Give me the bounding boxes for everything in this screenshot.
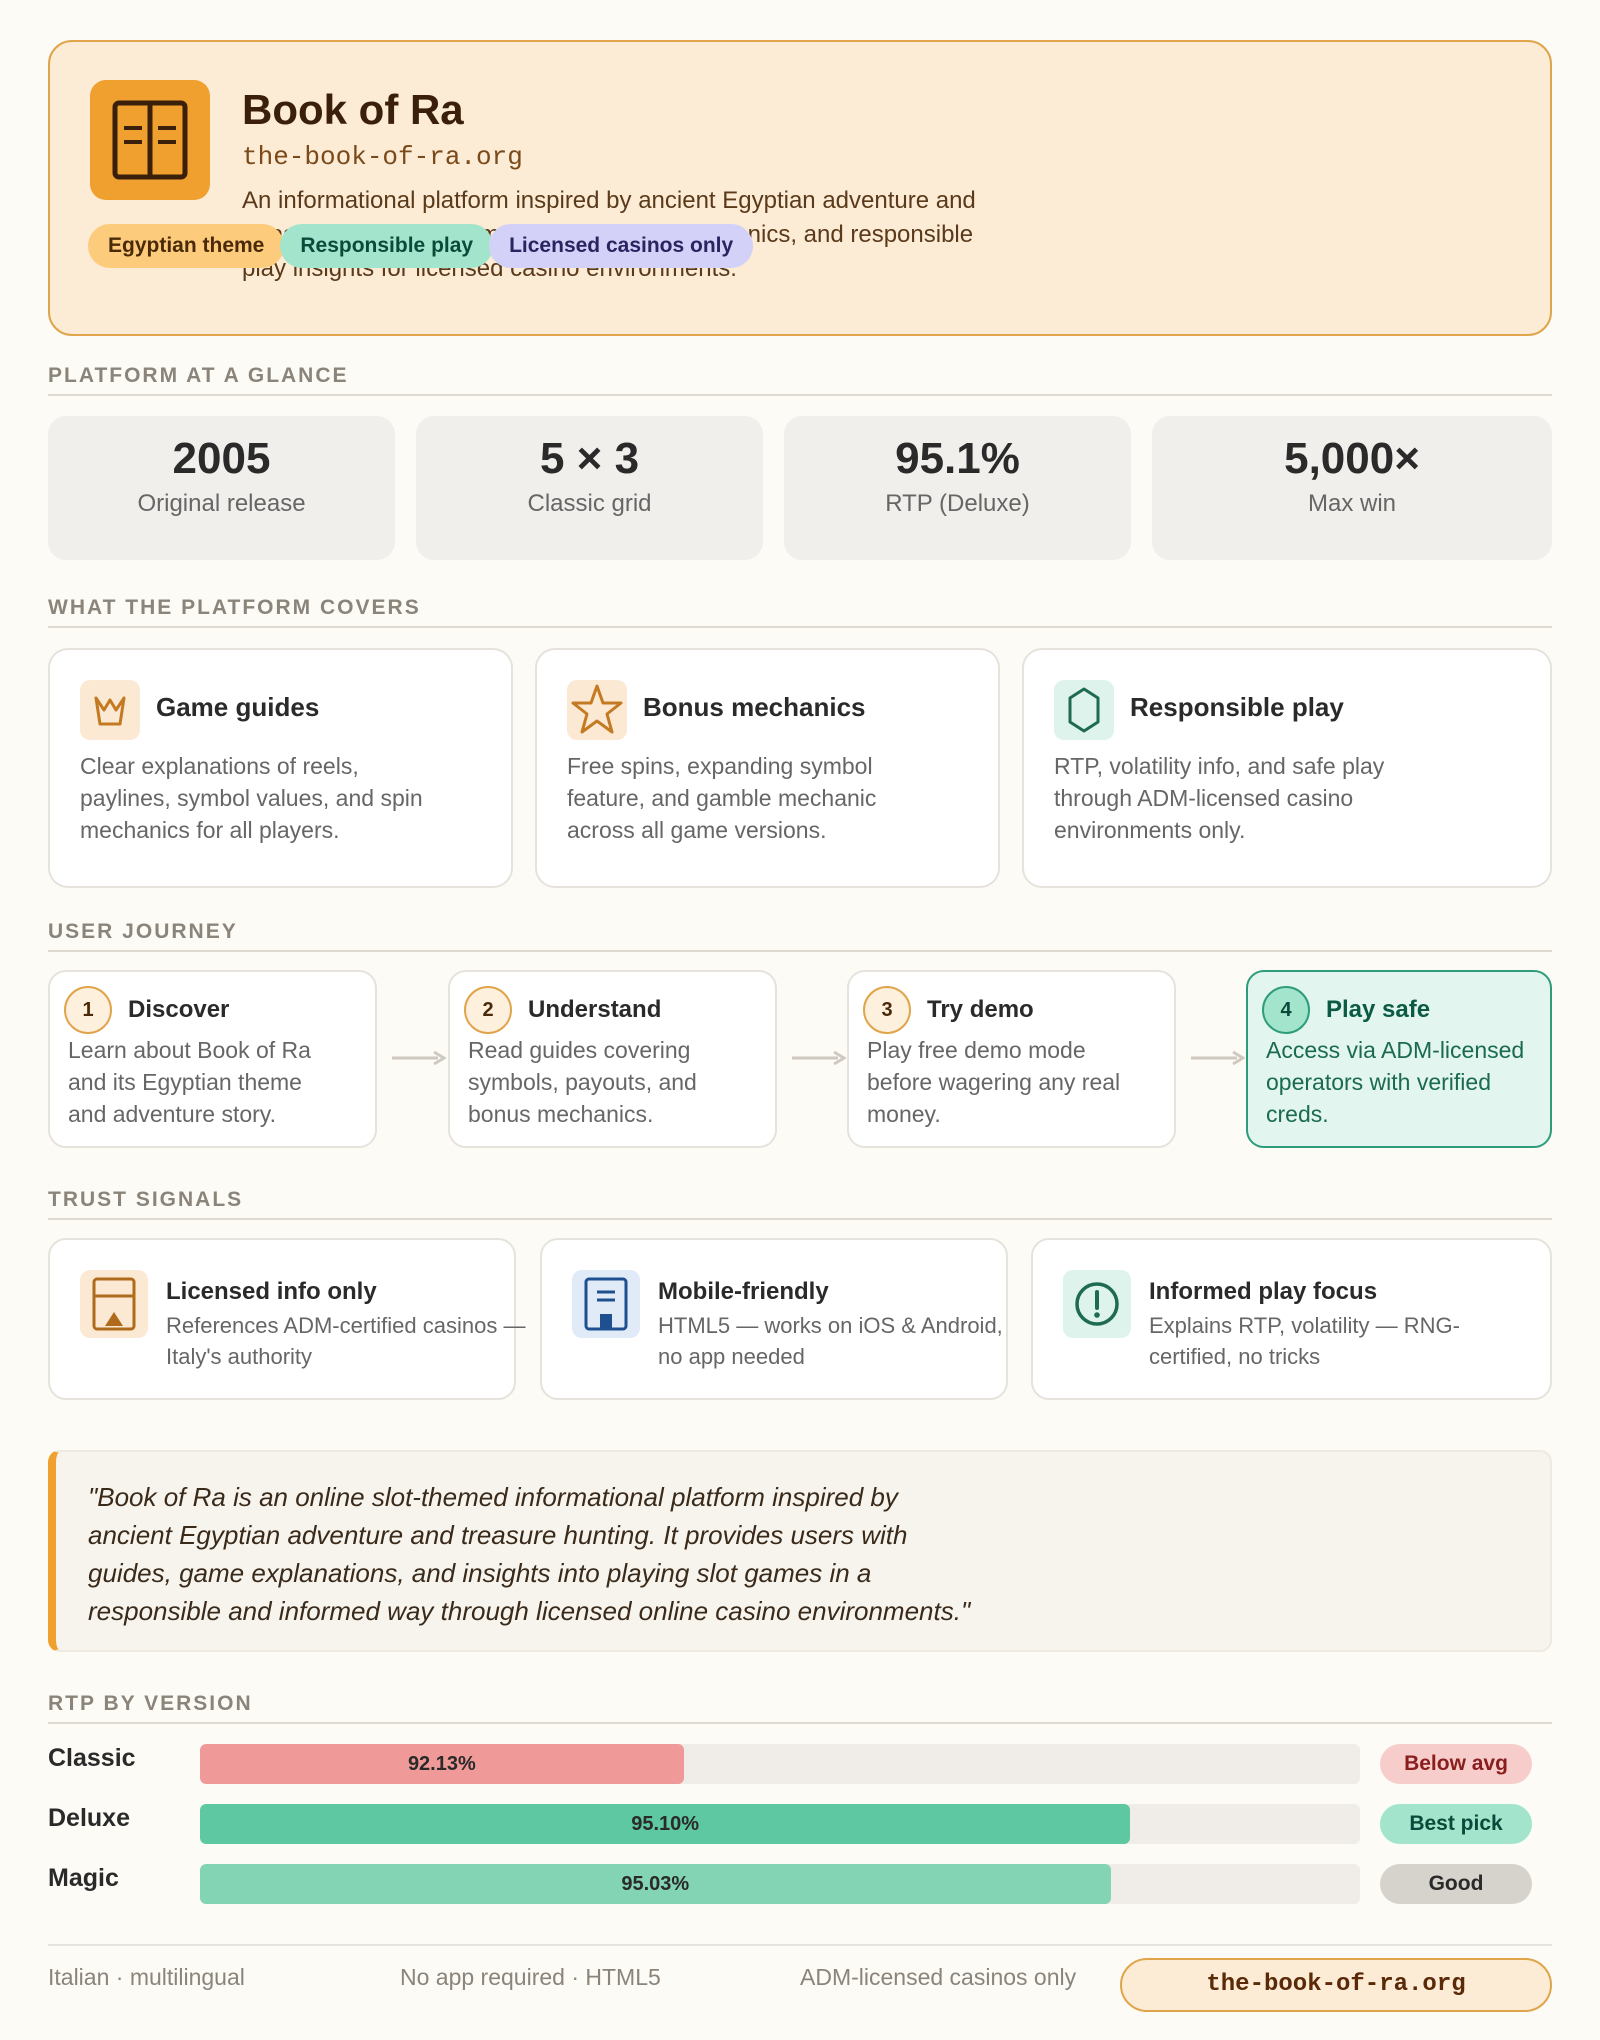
rtp-row-magic: Magic 95.03% Good (48, 1860, 1552, 1904)
section-divider (48, 626, 1552, 628)
section-title-rtp: RTP BY VERSION (48, 1692, 253, 1715)
trust-title: Licensed info only (166, 1278, 377, 1305)
footer-domain-badge[interactable]: the-book-of-ra.org (1120, 1958, 1552, 2012)
tag-egyptian-theme: Egyptian theme (88, 224, 285, 268)
page-title: Book of Ra (242, 86, 464, 133)
cover-description: Free spins, expanding symbol feature, an… (567, 753, 877, 843)
trust-card-informed: Informed play focus Explains RTP, volati… (1031, 1238, 1552, 1400)
step-number: 4 (1262, 986, 1310, 1034)
stat-label: Max win (1307, 490, 1397, 517)
stat-card-release: 2005 Original release (48, 416, 395, 560)
section-title-covers: WHAT THE PLATFORM COVERS (48, 596, 421, 619)
step-description: Learn about Book of Ra and its Egyptian … (68, 1037, 311, 1127)
step-number: 1 (64, 986, 112, 1034)
tag-responsible-play: Responsible play (280, 224, 494, 268)
cover-card-responsible-play[interactable]: Responsible play RTP, volatility info, a… (1022, 648, 1552, 888)
stat-label: Original release (137, 490, 306, 517)
step-number: 3 (863, 986, 911, 1034)
star-icon (567, 680, 627, 740)
stat-label: RTP (Deluxe) (885, 490, 1030, 517)
license-icon (80, 1270, 148, 1338)
arrow-right-icon (392, 1050, 446, 1066)
step-title: Understand (528, 996, 662, 1023)
book-icon (90, 80, 210, 200)
rtp-bar-fill: 92.13% (200, 1744, 684, 1784)
arrow-right-icon (1191, 1050, 1245, 1066)
stat-card-max-win: 5,000× Max win (1152, 416, 1552, 560)
section-divider (48, 1218, 1552, 1220)
section-title-trust: TRUST SIGNALS (48, 1188, 244, 1211)
stat-label: Classic grid (527, 490, 652, 517)
tag-list: Egyptian theme Responsible play Licensed… (88, 224, 754, 268)
journey-step-play-safe[interactable]: 4 Play safe Access via ADM-licensed oper… (1246, 970, 1552, 1148)
quote-text: "Book of Ra is an online slot-themed inf… (88, 1482, 971, 1626)
journey-step-try-demo[interactable]: 3 Try demo Play free demo mode before wa… (847, 970, 1176, 1148)
footer-language: Italian · multilingual (48, 1964, 245, 1990)
rtp-version-name: Magic (48, 1864, 119, 1892)
quote-block: "Book of Ra is an online slot-themed inf… (48, 1450, 1552, 1652)
rtp-version-name: Deluxe (48, 1804, 130, 1832)
rtp-badge: Below avg (1380, 1744, 1532, 1784)
cover-description: Clear explanations of reels, paylines, s… (80, 753, 423, 843)
rtp-version-name: Classic (48, 1744, 136, 1772)
tag-licensed-casinos: Licensed casinos only (489, 224, 754, 268)
step-title: Try demo (927, 996, 1034, 1023)
rtp-badge: Good (1380, 1864, 1532, 1904)
stat-value: 95.1% (895, 434, 1020, 483)
stat-card-grid: 5 × 3 Classic grid (416, 416, 763, 560)
arrow-right-icon (792, 1050, 846, 1066)
trust-description: References ADM-certified casinos — Italy… (166, 1313, 526, 1369)
cover-description: RTP, volatility info, and safe play thro… (1054, 753, 1385, 843)
section-divider (48, 1722, 1552, 1724)
step-description: Read guides covering symbols, payouts, a… (468, 1037, 697, 1127)
rtp-row-deluxe: Deluxe 95.10% Best pick (48, 1800, 1552, 1844)
footer-platform: No app required · HTML5 (400, 1964, 661, 1990)
rtp-bar-track: 95.03% (200, 1864, 1360, 1904)
rtp-row-classic: Classic 92.13% Below avg (48, 1740, 1552, 1784)
stat-value: 2005 (172, 434, 271, 483)
section-divider (48, 394, 1552, 396)
trust-card-licensed: Licensed info only References ADM-certif… (48, 1238, 525, 1400)
footer-divider (48, 1944, 1552, 1946)
journey-step-understand[interactable]: 2 Understand Read guides covering symbol… (448, 970, 777, 1148)
trust-title: Informed play focus (1149, 1278, 1378, 1305)
rtp-bar-fill: 95.03% (200, 1864, 1111, 1904)
site-domain[interactable]: the-book-of-ra.org (242, 142, 523, 172)
stat-card-rtp: 95.1% RTP (Deluxe) (784, 416, 1131, 560)
trust-description: Explains RTP, volatility — RNG-certified… (1149, 1313, 1460, 1369)
step-title: Play safe (1326, 996, 1431, 1023)
cover-title: Game guides (156, 692, 320, 722)
rtp-bar-track: 95.10% (200, 1804, 1360, 1844)
step-title: Discover (128, 996, 230, 1023)
rtp-bar-fill: 95.10% (200, 1804, 1131, 1844)
cover-title: Responsible play (1130, 692, 1344, 722)
step-number: 2 (464, 986, 512, 1034)
rtp-badge: Best pick (1380, 1804, 1532, 1844)
section-divider (48, 950, 1552, 952)
trust-description: HTML5 — works on iOS & Android, no app n… (658, 1313, 1003, 1369)
trust-card-mobile: Mobile-friendly HTML5 — works on iOS & A… (540, 1238, 1008, 1400)
step-description: Play free demo mode before wagering any … (867, 1037, 1121, 1127)
trust-title: Mobile-friendly (658, 1278, 829, 1305)
section-title-glance: PLATFORM AT A GLANCE (48, 364, 349, 387)
rtp-bar-track: 92.13% (200, 1744, 1360, 1784)
cover-card-game-guides[interactable]: Game guides Clear explanations of reels,… (48, 648, 513, 888)
info-icon (1063, 1270, 1131, 1338)
step-description: Access via ADM-licensed operators with v… (1266, 1037, 1525, 1127)
footer-licensing: ADM-licensed casinos only (800, 1964, 1077, 1990)
journey-step-discover[interactable]: 1 Discover Learn about Book of Ra and it… (48, 970, 377, 1148)
section-title-journey: USER JOURNEY (48, 920, 238, 943)
mobile-icon (572, 1270, 640, 1338)
header-card: Book of Ra the-book-of-ra.org An informa… (48, 40, 1552, 336)
stat-value: 5,000× (1284, 434, 1420, 483)
cover-title: Bonus mechanics (643, 692, 866, 722)
shield-icon (1054, 680, 1114, 740)
crown-icon (80, 680, 140, 740)
cover-card-bonus-mechanics[interactable]: Bonus mechanics Free spins, expanding sy… (535, 648, 1000, 888)
stat-value: 5 × 3 (539, 434, 640, 483)
